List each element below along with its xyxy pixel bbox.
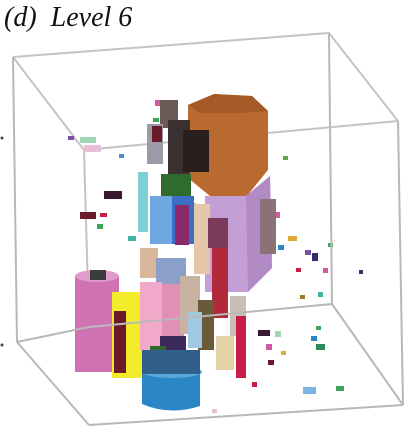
left-edge-ticks (0, 136, 4, 347)
bounding-box-front (12, 32, 404, 426)
figure-caption: (d) Level 6 (4, 2, 146, 34)
panel-label: (d) (4, 2, 37, 33)
partition-blocks (75, 94, 276, 411)
panel-title: Level 6 (50, 2, 133, 33)
